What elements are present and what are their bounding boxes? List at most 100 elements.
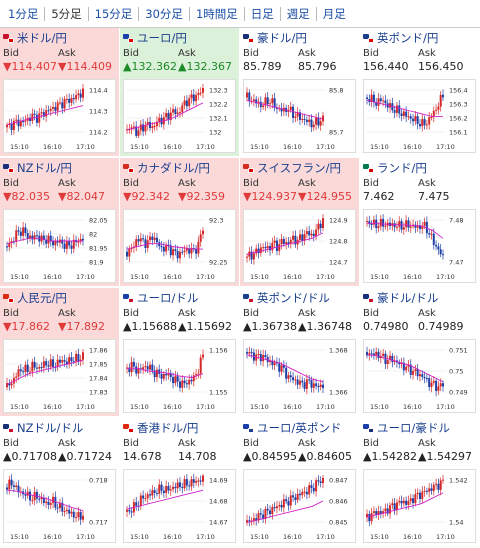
pair-name[interactable]: カナダドル/円 bbox=[137, 161, 210, 175]
candle-body bbox=[372, 353, 375, 356]
price-chart[interactable]: 14.69 14.68 14.67 15:10 16:10 17:10 bbox=[123, 469, 236, 543]
currency-flags-icon bbox=[3, 423, 15, 433]
candle-body bbox=[195, 248, 198, 254]
pair-cell[interactable]: NZドル/円 Bid Ask ▼82.035 ▼82.047 82.05 82 81.95 81… bbox=[0, 158, 120, 288]
tab-1hour[interactable]: 1時間足 bbox=[190, 6, 245, 21]
pair-title[interactable]: カナダドル/円 bbox=[123, 160, 236, 176]
candle-body bbox=[167, 113, 170, 120]
pair-name[interactable]: NZドル/円 bbox=[17, 161, 72, 175]
pair-cell[interactable]: スイスフラン/円 Bid Ask ▼124.937 ▼124.955 124.9 124.8… bbox=[240, 158, 360, 288]
price-chart[interactable]: 0.751 0.75 0.749 15:10 16:10 17:10 bbox=[363, 339, 476, 413]
bid-ask-values: ▲1.36738 ▲1.36748 bbox=[243, 320, 356, 334]
candle-body bbox=[405, 366, 408, 371]
price-chart[interactable]: 156.4 156.3 156.2 156.1 15:10 16:10 17:10 bbox=[363, 79, 476, 153]
pair-title[interactable]: 英ポンド/ドル bbox=[243, 290, 356, 306]
pair-cell[interactable]: ランド/円 Bid Ask 7.462 7.475 7.48 7.47 15:10 16:10 1… bbox=[360, 158, 480, 288]
pair-cell[interactable]: 米ドル/円 Bid Ask ▼114.407 ▼114.409 114.4 114.3 114… bbox=[0, 28, 120, 158]
pair-cell[interactable]: 香港ドル/円 Bid Ask 14.678 14.708 14.69 14.68 14.67 1… bbox=[120, 418, 240, 548]
pair-cell[interactable]: ユーロ/英ポンド Bid Ask ▲0.84595 ▲0.84605 0.847 0.846… bbox=[240, 418, 360, 548]
ask-value: ▼92.359 bbox=[178, 190, 225, 203]
price-chart[interactable]: 1.368 1.366 15:10 16:10 17:10 bbox=[243, 339, 356, 413]
pair-cell[interactable]: NZドル/ドル Bid Ask ▲0.71708 ▲0.71724 0.718 0.717 1… bbox=[0, 418, 120, 548]
price-chart[interactable]: 0.718 0.717 15:10 16:10 17:10 bbox=[3, 469, 116, 543]
pair-title[interactable]: ユーロ/英ポンド bbox=[243, 420, 356, 436]
price-chart[interactable]: 1.156 1.155 15:10 16:10 17:10 bbox=[123, 339, 236, 413]
pair-cell[interactable]: 人民元/円 Bid Ask ▼17.862 ▼17.892 17.86 17.85 17.84… bbox=[0, 288, 120, 418]
pair-title[interactable]: ランド/円 bbox=[363, 160, 476, 176]
x-tick-label: 17:10 bbox=[316, 403, 335, 411]
pair-name[interactable]: 米ドル/円 bbox=[17, 31, 67, 45]
pair-name[interactable]: 豪ドル/ドル bbox=[377, 291, 439, 305]
candle-body bbox=[137, 368, 140, 374]
pair-name[interactable]: 豪ドル/円 bbox=[257, 31, 307, 45]
pair-title[interactable]: 豪ドル/円 bbox=[243, 30, 356, 46]
tab-1min[interactable]: 1分足 bbox=[2, 6, 46, 21]
candle-body bbox=[172, 109, 175, 113]
price-chart[interactable]: 82.05 82 81.95 81.9 15:10 16:10 17:10 bbox=[3, 209, 116, 283]
pair-cell[interactable]: ユーロ/豪ドル Bid Ask ▲1.54282 ▲1.54297 1.542 1.54 15… bbox=[360, 418, 480, 548]
pair-name[interactable]: NZドル/ドル bbox=[17, 421, 84, 435]
tab-5min[interactable]: 5分足 bbox=[45, 6, 89, 21]
candle-body bbox=[398, 500, 401, 503]
pair-cell[interactable]: 豪ドル/円 Bid Ask 85.789 85.796 85.8 85.7 15:10 16:1… bbox=[240, 28, 360, 158]
pair-cell[interactable]: 英ポンド/円 Bid Ask 156.440 156.450 156.4 156.3 156.… bbox=[360, 28, 480, 158]
price-chart[interactable]: 114.4 114.3 114.2 15:10 16:10 17:10 bbox=[3, 79, 116, 153]
bid-ask-labels: Bid Ask bbox=[123, 178, 236, 190]
candle-body bbox=[262, 247, 265, 249]
tab-15min[interactable]: 15分足 bbox=[89, 6, 140, 21]
price-chart[interactable]: 92.3 92.25 15:10 16:10 17:10 bbox=[123, 209, 236, 283]
pair-title[interactable]: 人民元/円 bbox=[3, 290, 116, 306]
candle-body bbox=[38, 498, 41, 500]
pair-name[interactable]: スイスフラン/円 bbox=[257, 161, 342, 175]
pair-title[interactable]: 英ポンド/円 bbox=[363, 30, 476, 46]
candle-body bbox=[77, 93, 80, 96]
pair-name[interactable]: ユーロ/豪ドル bbox=[377, 421, 450, 435]
pair-title[interactable]: 豪ドル/ドル bbox=[363, 290, 476, 306]
bid-value: ▲0.71708 bbox=[3, 450, 57, 463]
price-chart[interactable]: 0.847 0.846 0.845 15:10 16:10 17:10 bbox=[243, 469, 356, 543]
pair-title[interactable]: NZドル/円 bbox=[3, 160, 116, 176]
pair-cell[interactable]: ユーロ/円 Bid Ask ▲132.362 ▲132.367 132.3 132.2 132… bbox=[120, 28, 240, 158]
pair-title[interactable]: ユーロ/豪ドル bbox=[363, 420, 476, 436]
candle-body bbox=[402, 111, 405, 117]
pair-cell[interactable]: ユーロ/ドル Bid Ask ▲1.15688 ▲1.15692 1.156 1.155 15… bbox=[120, 288, 240, 418]
pair-title[interactable]: スイスフラン/円 bbox=[243, 160, 356, 176]
pair-name[interactable]: 人民元/円 bbox=[17, 291, 67, 305]
candle-body bbox=[155, 121, 158, 127]
candle-body bbox=[158, 117, 161, 122]
candle-body bbox=[409, 498, 412, 502]
pair-cell[interactable]: 豪ドル/ドル Bid Ask 0.74980 0.74989 0.751 0.75 0.749… bbox=[360, 288, 480, 418]
pair-name[interactable]: ユーロ/ドル bbox=[137, 291, 199, 305]
price-chart[interactable]: 7.48 7.47 15:10 16:10 17:10 bbox=[363, 209, 476, 283]
price-chart[interactable]: 132.3 132.2 132.1 132 15:10 16:10 17:10 bbox=[123, 79, 236, 153]
price-chart[interactable]: 17.86 17.85 17.84 17.83 15:10 16:10 17:10 bbox=[3, 339, 116, 413]
candle-body bbox=[169, 373, 172, 378]
price-chart[interactable]: 85.8 85.7 15:10 16:10 17:10 bbox=[243, 79, 356, 153]
pair-cell[interactable]: カナダドル/円 Bid Ask ▼92.342 ▼92.359 92.3 92.25 15:1… bbox=[120, 158, 240, 288]
pair-name[interactable]: 英ポンド/円 bbox=[377, 31, 439, 45]
pair-name[interactable]: 英ポンド/ドル bbox=[257, 291, 330, 305]
x-tick-label: 16:10 bbox=[283, 403, 302, 411]
pair-name[interactable]: ランド/円 bbox=[377, 161, 427, 175]
pair-title[interactable]: 米ドル/円 bbox=[3, 30, 116, 46]
tab-daily[interactable]: 日足 bbox=[245, 6, 281, 21]
pair-title[interactable]: ユーロ/円 bbox=[123, 30, 236, 46]
chart-svg: 114.4 114.3 114.2 15:10 16:10 17:10 bbox=[6, 84, 108, 151]
price-chart[interactable]: 1.542 1.54 15:10 16:10 17:10 bbox=[363, 469, 476, 543]
pair-title[interactable]: ユーロ/ドル bbox=[123, 290, 236, 306]
pair-cell[interactable]: 英ポンド/ドル Bid Ask ▲1.36738 ▲1.36748 1.368 1.366 1… bbox=[240, 288, 360, 418]
currency-flags-icon bbox=[123, 33, 135, 43]
pair-title[interactable]: NZドル/ドル bbox=[3, 420, 116, 436]
bid-label: Bid bbox=[243, 438, 259, 449]
pair-name[interactable]: ユーロ/英ポンド bbox=[257, 421, 342, 435]
bid-value: 7.462 bbox=[363, 190, 395, 203]
price-chart[interactable]: 124.9 124.8 124.7 15:10 16:10 17:10 bbox=[243, 209, 356, 283]
tab-30min[interactable]: 30分足 bbox=[139, 6, 190, 21]
pair-title[interactable]: 香港ドル/円 bbox=[123, 420, 236, 436]
pair-name[interactable]: ユーロ/円 bbox=[137, 31, 187, 45]
ask-value: ▼82.047 bbox=[58, 190, 105, 203]
pair-name[interactable]: 香港ドル/円 bbox=[137, 421, 199, 435]
candle-body bbox=[439, 383, 442, 387]
tab-weekly[interactable]: 週足 bbox=[281, 6, 317, 21]
tab-monthly[interactable]: 月足 bbox=[322, 6, 346, 21]
